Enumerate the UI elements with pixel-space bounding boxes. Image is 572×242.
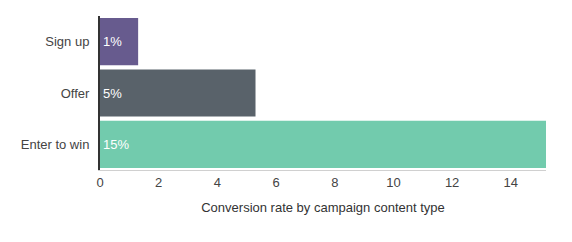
- svg-text:2: 2: [155, 175, 162, 190]
- svg-text:1%: 1%: [103, 34, 122, 49]
- svg-text:14: 14: [504, 175, 518, 190]
- svg-text:4: 4: [214, 175, 221, 190]
- svg-text:Sign up: Sign up: [45, 34, 89, 49]
- svg-text:8: 8: [331, 175, 338, 190]
- svg-text:10: 10: [386, 175, 400, 190]
- svg-text:12: 12: [445, 175, 459, 190]
- svg-text:Offer: Offer: [61, 86, 90, 101]
- svg-text:5%: 5%: [103, 86, 122, 101]
- svg-text:6: 6: [272, 175, 279, 190]
- svg-text:Enter to win: Enter to win: [21, 137, 90, 152]
- svg-text:0: 0: [96, 175, 103, 190]
- svg-text:15%: 15%: [103, 137, 129, 152]
- svg-text:Conversion rate by campaign co: Conversion rate by campaign content type: [201, 200, 445, 215]
